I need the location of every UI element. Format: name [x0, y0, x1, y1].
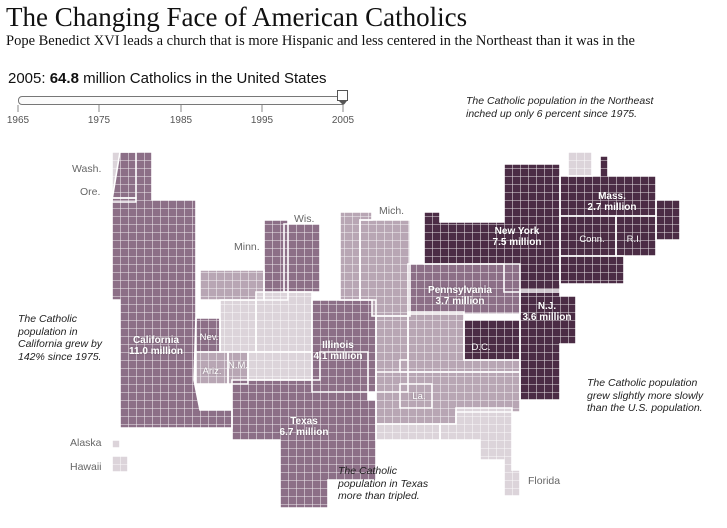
- label-mich: Mich.: [379, 205, 405, 217]
- label-mass-name: Mass.: [598, 191, 626, 202]
- label-nj: N.J. 3.6 million: [518, 301, 576, 323]
- label-florida: Florida: [528, 475, 561, 487]
- region-gulf[interactable]: [376, 424, 440, 440]
- region-dc[interactable]: [464, 320, 520, 360]
- note-california: The Catholic population in California gr…: [18, 313, 103, 363]
- border-gulf: [375, 423, 441, 441]
- region-hawaii[interactable]: [112, 456, 128, 472]
- label-new-york-value: 7.5 million: [492, 236, 542, 248]
- border-hawaii: [111, 455, 129, 473]
- region-ne_low[interactable]: [560, 256, 624, 284]
- border-ne_extra: [655, 199, 681, 241]
- region-vermont[interactable]: [568, 152, 592, 176]
- label-mass: Mass. 2.7 million: [584, 191, 640, 213]
- region-idaho[interactable]: [200, 270, 264, 300]
- region-plains[interactable]: [248, 352, 312, 380]
- label-nj-value: 3.6 million: [522, 311, 572, 323]
- label-wash: Wash.: [72, 163, 102, 175]
- label-pennsylvania-value: 3.7 million: [435, 295, 485, 307]
- year-readout: 2005: 64.8 million Catholics in the Unit…: [8, 70, 327, 87]
- label-new-york-name: New York: [494, 226, 540, 237]
- region-ne_extra[interactable]: [656, 200, 680, 240]
- year-readout-suffix: million Catholics in the United States: [78, 70, 327, 87]
- border-wisconsin: [283, 223, 321, 293]
- state-borders: [111, 151, 681, 509]
- label-new-york: New York 7.5 million: [486, 226, 548, 248]
- label-ariz: Ariz.: [202, 366, 222, 377]
- label-la: La.: [412, 391, 426, 402]
- note-northeast: The Catholic population in the Northeast…: [466, 95, 654, 120]
- label-illinois: Illinois 4.1 million: [309, 340, 367, 362]
- tick-2005[interactable]: 2005: [331, 115, 355, 126]
- label-wis: Wis.: [294, 213, 315, 225]
- timeline-tick-marks: [17, 105, 344, 112]
- label-nm: N.M.: [227, 360, 249, 371]
- border-texas: [231, 351, 377, 509]
- border-ri: [615, 215, 657, 257]
- label-hawaii: Hawaii: [70, 461, 102, 473]
- border-louisiana: [399, 383, 433, 409]
- catholic-count: 64.8: [49, 70, 79, 87]
- note-texas: The Catholic population in Texas more th…: [338, 465, 429, 503]
- label-texas-name: Texas: [290, 416, 318, 427]
- border-ohio: [375, 315, 409, 393]
- label-ore: Ore.: [80, 186, 101, 198]
- label-dc: D.C.: [471, 342, 491, 353]
- label-minn: Minn.: [234, 241, 260, 253]
- label-california-value: 11.0 million: [129, 345, 183, 357]
- label-alaska: Alaska: [70, 437, 102, 449]
- label-nj-name: N.J.: [537, 301, 557, 312]
- tick-1975[interactable]: 1975: [87, 115, 111, 126]
- region-iowa[interactable]: [256, 292, 312, 352]
- label-ri: R.I.: [626, 234, 642, 245]
- tick-1965[interactable]: 1965: [6, 115, 30, 126]
- border-ne_low: [559, 255, 625, 285]
- note-us: The Catholic population grew slightly mo…: [587, 377, 704, 415]
- region-westmid[interactable]: [220, 300, 256, 352]
- label-pennsylvania-name: Pennsylvania: [428, 285, 492, 296]
- border-california: [111, 151, 233, 429]
- year-slider-handle[interactable]: [337, 90, 348, 105]
- page-subtitle: Pope Benedict XVI leads a church that is…: [6, 33, 635, 49]
- label-mass-value: 2.7 million: [587, 201, 637, 213]
- label-pennsylvania: Pennsylvania 3.7 million: [424, 285, 496, 307]
- label-illinois-name: Illinois: [322, 340, 354, 351]
- tick-1985[interactable]: 1985: [169, 115, 193, 126]
- region-alaska[interactable]: [112, 440, 120, 448]
- region-wisconsin[interactable]: [284, 224, 320, 292]
- border-vermont: [567, 151, 593, 177]
- year-readout-prefix: 2005:: [8, 70, 50, 87]
- label-conn: Conn.: [579, 234, 605, 245]
- label-texas-value: 6.7 million: [279, 426, 329, 438]
- border-alaska: [111, 439, 121, 449]
- label-texas: Texas 6.7 million: [270, 416, 338, 438]
- label-nev: Nev.: [199, 332, 219, 343]
- tick-1995[interactable]: 1995: [250, 115, 274, 126]
- border-minnesota: [263, 219, 289, 301]
- label-california-name: California: [132, 335, 180, 346]
- page-title: The Changing Face of American Catholics: [6, 2, 468, 32]
- label-california: California 11.0 million: [126, 335, 186, 357]
- label-illinois-value: 4.1 million: [313, 350, 363, 362]
- border-mich2: [359, 219, 411, 317]
